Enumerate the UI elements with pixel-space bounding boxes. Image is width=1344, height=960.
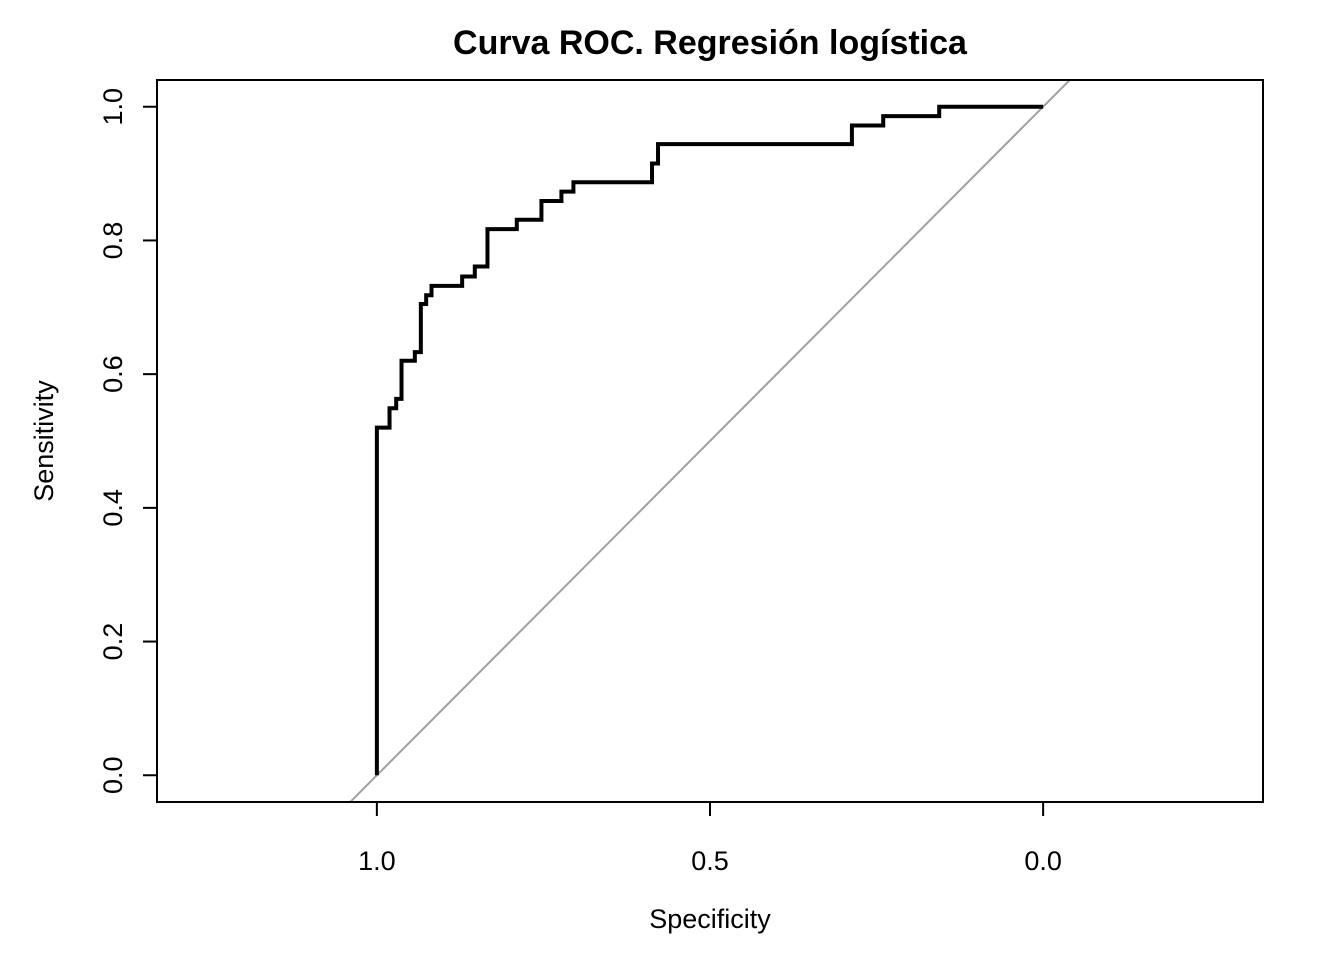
- x-axis-label: Specificity: [649, 904, 771, 934]
- y-axis-label: Sensitivity: [29, 380, 59, 502]
- y-tick-label: 0.6: [98, 355, 128, 393]
- chart-title: Curva ROC. Regresión logística: [453, 24, 968, 62]
- y-tick-label: 0.4: [98, 489, 128, 527]
- x-tick-label: 0.5: [691, 846, 729, 876]
- y-axis: 0.0 0.2 0.4 0.6 0.8 1.0: [98, 88, 158, 794]
- x-tick-label: 0.0: [1024, 846, 1062, 876]
- reference-diagonal-line: [348, 80, 1072, 802]
- y-tick-label: 0.0: [98, 756, 128, 794]
- reference-layer: [348, 80, 1072, 802]
- roc-curve-line: [374, 104, 1044, 776]
- y-tick-label: 1.0: [98, 88, 128, 126]
- x-tick-label: 1.0: [358, 846, 396, 876]
- y-tick-label: 0.8: [98, 222, 128, 260]
- series-layer: [374, 104, 1044, 776]
- x-axis: 1.0 0.5 0.0: [358, 801, 1062, 876]
- y-tick-label: 0.2: [98, 623, 128, 661]
